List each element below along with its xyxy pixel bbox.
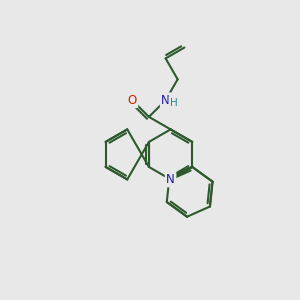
- Text: N: N: [166, 173, 175, 186]
- Text: O: O: [128, 94, 137, 107]
- Text: H: H: [170, 98, 178, 108]
- Text: N: N: [161, 94, 170, 107]
